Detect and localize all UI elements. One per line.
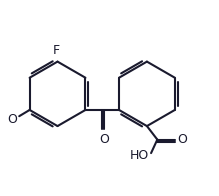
Text: F: F bbox=[53, 44, 60, 57]
Text: HO: HO bbox=[129, 149, 148, 162]
Text: O: O bbox=[7, 113, 17, 126]
Text: O: O bbox=[99, 133, 109, 146]
Text: O: O bbox=[177, 133, 187, 146]
